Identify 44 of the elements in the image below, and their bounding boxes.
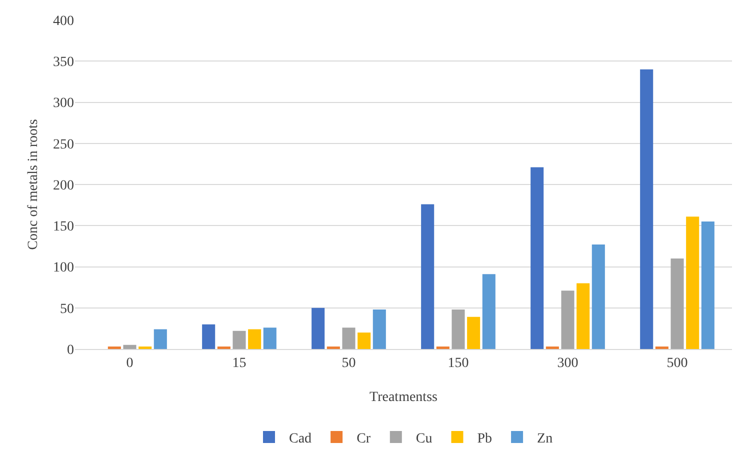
y-tick-label: 50 <box>60 302 74 317</box>
bar <box>342 328 356 349</box>
y-tick-label: 250 <box>53 137 74 152</box>
bar <box>421 204 434 349</box>
bar <box>530 167 544 349</box>
bar <box>640 69 654 349</box>
x-tick-label: 150 <box>448 356 469 371</box>
bar <box>248 329 262 349</box>
bar <box>701 222 714 349</box>
bar <box>263 328 276 349</box>
y-axis-title: Conc of metals in roots <box>26 119 41 250</box>
bar <box>312 308 325 349</box>
bar <box>576 283 590 349</box>
bar <box>452 310 465 349</box>
bar <box>372 310 386 349</box>
x-tick-label: 15 <box>232 356 246 371</box>
x-tick-label: 500 <box>666 356 688 371</box>
y-tick-label: 300 <box>53 96 74 112</box>
legend-label: Zn <box>537 431 553 446</box>
legend-label: Pb <box>477 431 492 446</box>
bar <box>467 316 480 349</box>
x-tick-label: 0 <box>126 356 134 371</box>
legend-label: Cr <box>356 431 371 446</box>
y-tick-label: 400 <box>53 14 74 29</box>
y-tick-label: 350 <box>53 55 74 70</box>
y-tick-label: 200 <box>53 178 74 194</box>
bar <box>358 332 371 349</box>
bar <box>670 258 684 349</box>
legend-label: Cu <box>416 431 432 446</box>
y-tick-label: 150 <box>53 220 74 235</box>
bar <box>202 324 216 349</box>
bar <box>232 330 246 349</box>
x-axis-title: Treatmentss <box>370 390 438 405</box>
bar <box>686 216 700 349</box>
y-tick-label: 0 <box>67 342 74 358</box>
bar <box>482 274 496 349</box>
y-tick-label: 100 <box>53 260 74 276</box>
bar <box>123 344 136 349</box>
bar <box>592 244 605 349</box>
legend-label: Cad <box>289 431 312 446</box>
x-tick-label: 50 <box>342 356 356 371</box>
bar <box>154 329 167 349</box>
bar <box>561 290 574 349</box>
x-tick-label: 300 <box>557 356 578 371</box>
